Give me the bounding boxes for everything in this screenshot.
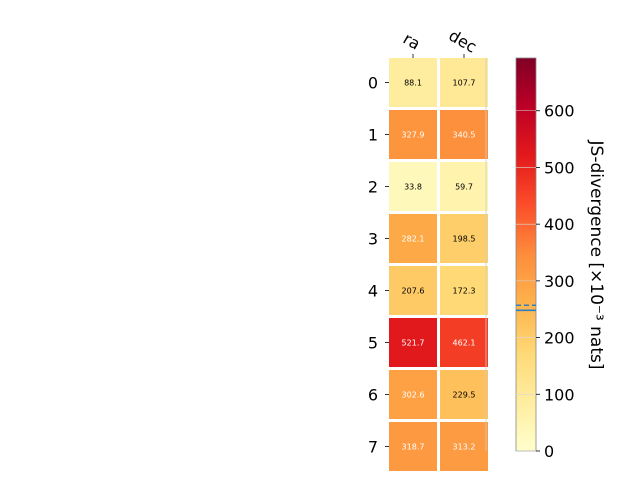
heatmap-cell-4-dec — [440, 266, 488, 315]
row-label-0: 0 — [368, 74, 378, 93]
heatmap-cell-1-dec — [440, 110, 488, 159]
heatmap-cell-7-dec — [440, 422, 488, 471]
heatmap-cell-label-1-dec: 340.5 — [453, 131, 476, 140]
row-label-5: 5 — [368, 334, 378, 353]
heatmap-cell-5-dec — [440, 318, 488, 367]
row-label-4: 4 — [368, 282, 378, 301]
heatmap-cell-label-5-dec: 462.1 — [453, 339, 476, 348]
heatmap-cell-label-4-dec: 172.3 — [453, 287, 476, 296]
heatmap-cell-0-ra — [389, 58, 437, 107]
row-labels: 0 1 2 3 4 5 6 7 — [368, 74, 389, 457]
heatmap-cell-6-dec — [440, 370, 488, 419]
row-label-2: 2 — [368, 178, 378, 197]
colorbar-tick-label-0: 0 — [544, 442, 554, 461]
heatmap-cell-3-ra — [389, 214, 437, 263]
heatmap-cell-label-5-ra: 521.7 — [402, 339, 425, 348]
colorbar-tick-label-200: 200 — [544, 329, 575, 348]
heatmap-cell-label-6-dec: 229.5 — [453, 391, 476, 400]
heatmap-cell-label-2-ra: 33.8 — [404, 183, 422, 192]
colorbar: 0 100 200 300 400 500 600 JS-divergence [×10⁻³… — [515, 57, 606, 461]
heatmap-cell-6-ra — [389, 370, 437, 419]
colorbar-tick-labels: 0 100 200 300 400 500 600 — [544, 102, 575, 461]
heatmap-cell-label-0-ra: 88.1 — [404, 79, 422, 88]
heatmap-cell-4-ra — [389, 266, 437, 315]
heatmap-cell-3-dec — [440, 214, 488, 263]
heatmap-cell-label-1-ra: 327.9 — [402, 131, 425, 140]
heatmap-cell-label-3-dec: 198.5 — [453, 235, 476, 244]
colorbar-label: JS-divergence [×10⁻³ nats] — [586, 140, 606, 370]
heatmap-cell-2-ra — [389, 162, 437, 211]
row-label-6: 6 — [368, 386, 378, 405]
heatmap-cell-label-4-ra: 207.6 — [402, 287, 425, 296]
row-label-3: 3 — [368, 230, 378, 249]
colorbar-tick-label-500: 500 — [544, 158, 575, 177]
heatmap-cell-label-2-dec: 59.7 — [455, 183, 473, 192]
heatmap-cell-label-7-dec: 313.2 — [453, 443, 476, 452]
heatmap-cell-label-0-dec: 107.7 — [453, 79, 476, 88]
heatmap-cell-label-3-ra: 282.1 — [402, 235, 425, 244]
column-labels: ra dec — [400, 26, 480, 58]
heatmap-cell-label-6-ra: 302.6 — [402, 391, 425, 400]
heatmap-cell-5-ra — [389, 318, 437, 367]
heatmap-cell-labels: 88.1 107.7 327.9 340.5 33.8 59.7 282.1 198.5 207… — [402, 79, 476, 452]
colorbar-tick-marks — [516, 110, 540, 452]
colorbar-tick-label-400: 400 — [544, 215, 575, 234]
colorbar-tick-label-100: 100 — [544, 385, 575, 404]
heatmap-cell-label-7-ra: 318.7 — [402, 443, 425, 452]
heatmap-cells — [389, 58, 488, 471]
row-label-1: 1 — [368, 126, 378, 145]
heatmap-cell-1-ra — [389, 110, 437, 159]
colorbar-gradient — [515, 57, 537, 452]
colorbar-tick-label-600: 600 — [544, 102, 575, 121]
heatmap-cell-0-dec — [440, 58, 488, 107]
column-label-ra: ra — [400, 29, 424, 54]
row-label-7: 7 — [368, 438, 378, 457]
heatmap-cell-2-dec — [440, 162, 488, 211]
colorbar-tick-label-300: 300 — [544, 272, 575, 291]
column-label-dec: dec — [446, 26, 480, 57]
heatmap-cell-7-ra — [389, 422, 437, 471]
